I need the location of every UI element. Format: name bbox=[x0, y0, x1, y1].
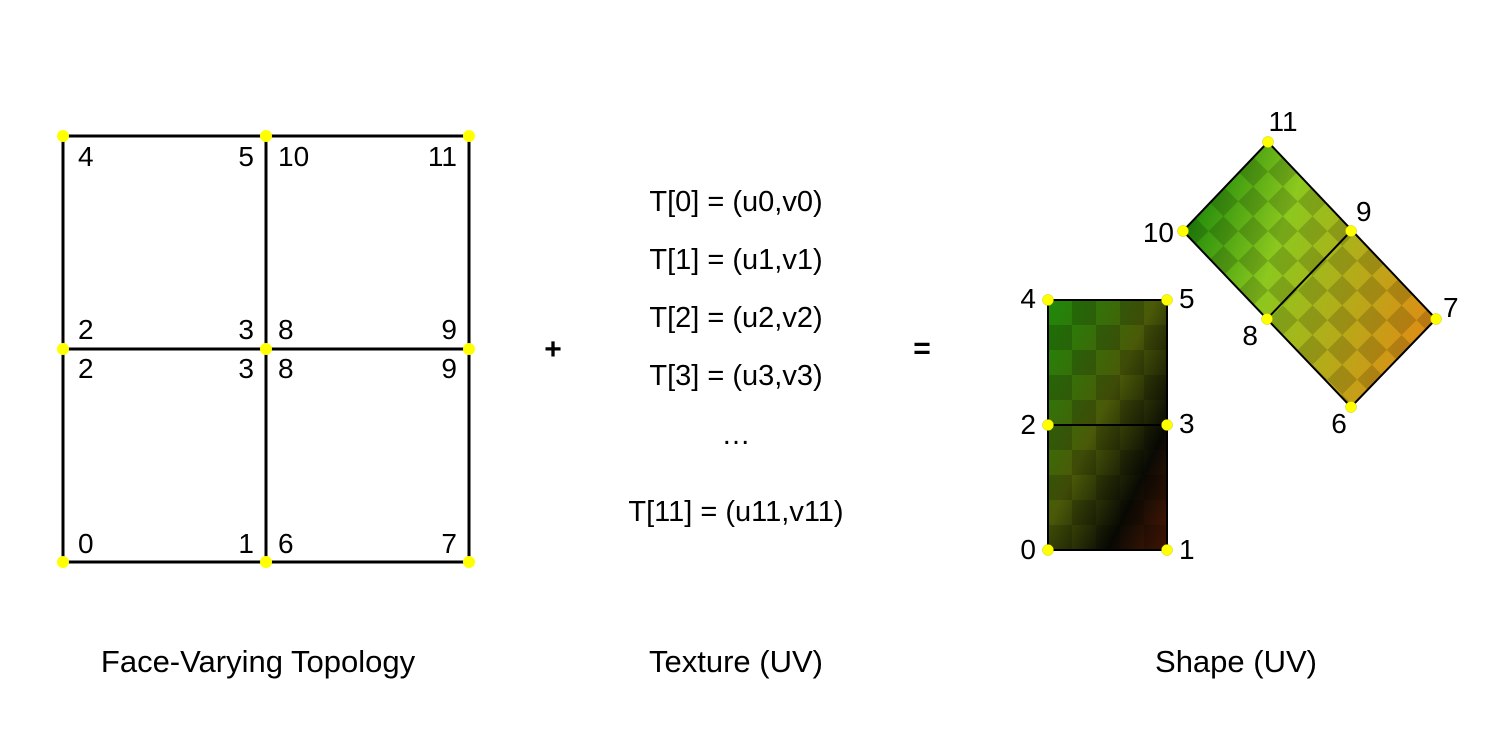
plus-sign: + bbox=[544, 333, 562, 366]
shape-vertex bbox=[1345, 225, 1357, 237]
face-vertex-label: 6 bbox=[278, 528, 294, 559]
face-vertex-label: 2 bbox=[78, 353, 94, 384]
shape-vertex-label: 1 bbox=[1179, 534, 1195, 565]
shape-vertex-label: 0 bbox=[1020, 534, 1036, 565]
shape-vertex bbox=[1430, 313, 1442, 325]
shape-vertex bbox=[1177, 225, 1189, 237]
texture-entry: T[0] = (u0,v0) bbox=[649, 186, 822, 218]
topology-vertex bbox=[57, 343, 69, 355]
shape-vertex-label: 8 bbox=[1242, 320, 1258, 351]
texture-entry: T[3] = (u3,v3) bbox=[649, 360, 822, 392]
shape-vertex bbox=[1261, 313, 1273, 325]
shape-vertex bbox=[1042, 544, 1054, 556]
shape-vertex-label: 4 bbox=[1020, 283, 1036, 314]
face-vertex-label: 10 bbox=[278, 141, 309, 172]
shape-vertex bbox=[1161, 544, 1173, 556]
topology-vertex bbox=[57, 556, 69, 568]
shape-vertex-label: 6 bbox=[1331, 408, 1347, 439]
face-bottom-right: 8 9 6 7 bbox=[278, 353, 457, 559]
shape-vertex bbox=[1262, 136, 1274, 148]
shape-rectangle bbox=[1047, 299, 1168, 551]
topology-vertex bbox=[463, 130, 475, 142]
face-vertex-label: 8 bbox=[278, 353, 294, 384]
face-top-left: 4 5 2 3 bbox=[78, 141, 254, 345]
topology-vertex bbox=[260, 343, 272, 355]
face-vertex-label: 0 bbox=[78, 528, 94, 559]
texture-entry: T[2] = (u2,v2) bbox=[649, 302, 822, 334]
face-vertex-label: 3 bbox=[238, 353, 254, 384]
topology-vertex bbox=[260, 556, 272, 568]
face-vertex-label: 2 bbox=[78, 314, 94, 345]
shape-panel: 0 1 2 3 4 5 6 7 8 9 10 11 Shape (UV) bbox=[1020, 106, 1458, 679]
texture-entry: T[1] = (u1,v1) bbox=[649, 244, 822, 276]
shape-vertex-label: 7 bbox=[1443, 292, 1459, 323]
face-vertex-label: 8 bbox=[278, 314, 294, 345]
face-vertex-label: 1 bbox=[238, 528, 254, 559]
shape-vertex-label: 5 bbox=[1179, 283, 1195, 314]
topology-vertex bbox=[463, 343, 475, 355]
shape-vertex-labels: 0 1 2 3 4 5 6 7 8 9 10 11 bbox=[1020, 106, 1458, 565]
topology-vertex bbox=[57, 130, 69, 142]
face-vertex-label: 5 bbox=[238, 141, 254, 172]
face-vertex-label: 9 bbox=[441, 314, 457, 345]
diamond-mid-edge bbox=[1266, 230, 1352, 320]
texture-caption: Texture (UV) bbox=[649, 644, 823, 679]
face-vertex-label: 4 bbox=[78, 141, 94, 172]
shape-vertex-label: 9 bbox=[1356, 196, 1372, 227]
shape-caption: Shape (UV) bbox=[1155, 644, 1317, 679]
equals-sign: = bbox=[913, 332, 931, 365]
face-top-right: 10 11 8 9 bbox=[278, 141, 457, 345]
topology-vertex bbox=[260, 130, 272, 142]
shape-vertex bbox=[1042, 294, 1054, 306]
face-vertex-label: 3 bbox=[238, 314, 254, 345]
shape-vertex-label: 11 bbox=[1268, 106, 1297, 137]
shape-diamond bbox=[1181, 140, 1438, 409]
shape-vertex bbox=[1161, 419, 1173, 431]
shape-vertex bbox=[1042, 419, 1054, 431]
shape-vertex-label: 10 bbox=[1143, 217, 1174, 248]
shape-vertex bbox=[1161, 294, 1173, 306]
face-bottom-left: 2 3 0 1 bbox=[78, 353, 254, 559]
shape-vertex-label: 3 bbox=[1179, 408, 1195, 439]
texture-ellipsis: … bbox=[722, 419, 751, 451]
face-vertex-label: 11 bbox=[428, 141, 457, 172]
topology-vertex bbox=[463, 556, 475, 568]
texture-entry: T[11] = (u11,v11) bbox=[628, 496, 843, 528]
shape-vertex-label: 2 bbox=[1020, 409, 1036, 440]
shape-vertices bbox=[1042, 136, 1442, 556]
topology-panel: 4 5 2 3 10 11 8 9 2 3 0 1 8 9 6 7 Face-V… bbox=[57, 130, 475, 679]
texture-panel: T[0] = (u0,v0) T[1] = (u1,v1) T[2] = (u2… bbox=[628, 186, 843, 679]
topology-vertices bbox=[57, 130, 475, 568]
shape-vertex bbox=[1345, 401, 1357, 413]
topology-caption: Face-Varying Topology bbox=[101, 644, 416, 679]
face-vertex-label: 7 bbox=[441, 528, 457, 559]
face-vertex-label: 9 bbox=[441, 353, 457, 384]
